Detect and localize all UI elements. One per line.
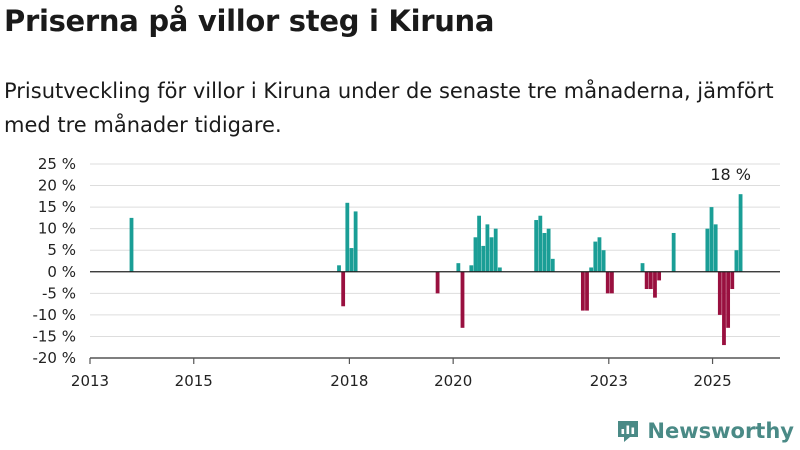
bar: [473, 237, 478, 272]
bars: [129, 194, 743, 346]
bar: [601, 250, 606, 272]
bar: [717, 271, 722, 315]
bar: [730, 271, 735, 290]
x-tick-label: 2013: [71, 372, 109, 390]
bar: [610, 271, 614, 294]
bar: [709, 207, 714, 272]
y-tick-label: 5 %: [47, 241, 76, 259]
bar: [722, 271, 726, 346]
newsworthy-logo-icon: [618, 421, 639, 442]
bar: [726, 271, 731, 328]
bar: [435, 271, 440, 294]
brand-name: Newsworthy: [647, 419, 794, 443]
newsworthy-brand: Newsworthy: [615, 416, 794, 446]
bar: [493, 228, 498, 272]
y-tick-label: 10 %: [38, 220, 76, 238]
bar: [481, 245, 486, 272]
bar: [738, 194, 743, 272]
axes: [89, 271, 780, 364]
y-tick-label: 25 %: [38, 155, 76, 173]
bar-value-label: 18 %: [710, 165, 751, 184]
bar: [497, 267, 502, 272]
bar: [585, 271, 589, 311]
bar: [580, 271, 585, 311]
page-title: Priserna på villor steg i Kiruna: [4, 4, 495, 38]
bar: [605, 271, 610, 294]
y-tick-label: -10 %: [32, 306, 76, 324]
y-tick-label: -20 %: [32, 349, 76, 367]
bar: [550, 258, 555, 272]
bar: [644, 271, 649, 290]
y-tick-label: 15 %: [38, 198, 76, 216]
bar: [653, 271, 657, 298]
bar: [546, 228, 551, 272]
bar: [485, 224, 490, 272]
bar: [456, 263, 461, 272]
y-tick-label: 20 %: [38, 177, 76, 195]
bar: [671, 232, 676, 272]
bar: [534, 220, 539, 272]
bar: [593, 241, 598, 272]
x-tick-label: 2015: [175, 372, 213, 390]
gridlines: [90, 163, 780, 337]
y-axis-labels: 25 % 20 % 15 % 10 % 5 % 0 % -5 % -10 % -15 % -20 …: [32, 155, 76, 367]
page-subtitle: Prisutveckling för villor i Kiruna under…: [4, 79, 774, 137]
x-axis-labels: 2013 2015 2018 2020 2023 2025: [71, 372, 732, 390]
bar: [542, 232, 547, 272]
y-tick-label: -15 %: [32, 327, 76, 345]
y-tick-label: 0 %: [47, 263, 76, 281]
x-tick-label: 2025: [693, 372, 731, 390]
bar: [345, 202, 350, 272]
annotations: 18 %: [710, 165, 751, 184]
bar: [648, 271, 653, 290]
bar: [460, 271, 465, 328]
bar: [477, 215, 481, 272]
bar: [489, 237, 494, 272]
bar: [129, 217, 134, 272]
bar: [657, 271, 662, 281]
bar: [705, 228, 710, 272]
x-tick-label: 2020: [434, 372, 472, 390]
y-tick-label: -5 %: [42, 284, 76, 302]
x-tick-label: 2018: [330, 372, 368, 390]
bar: [640, 263, 645, 272]
bar: [349, 248, 354, 272]
bar: [469, 265, 474, 272]
bar: [353, 211, 358, 272]
bar: [538, 215, 543, 272]
x-tick-label: 2023: [590, 372, 628, 390]
bar: [597, 237, 602, 272]
bar: [589, 267, 594, 272]
bar: [713, 224, 718, 272]
bar: [341, 271, 346, 307]
bar: [734, 250, 739, 272]
bar: [337, 265, 341, 272]
